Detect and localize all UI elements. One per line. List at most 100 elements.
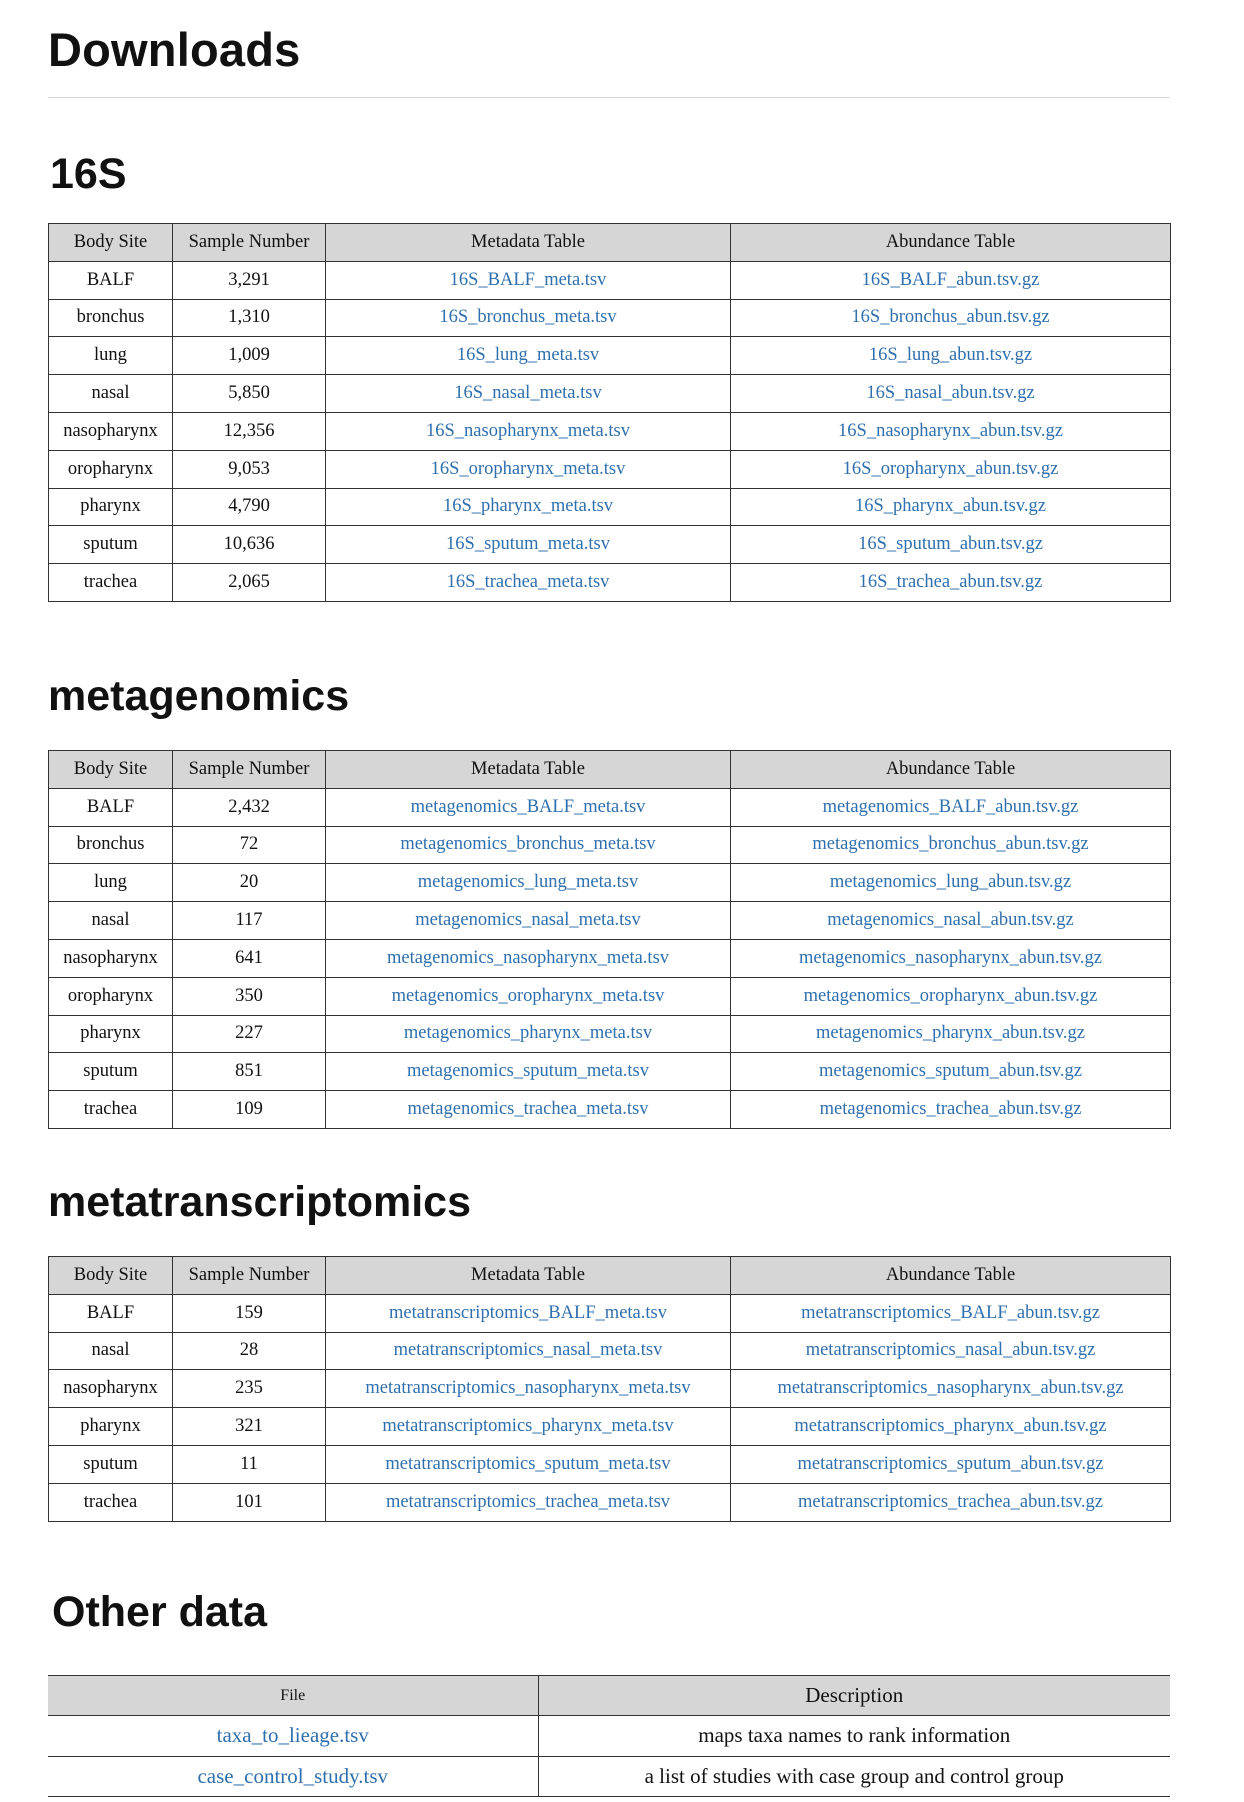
body-site-cell: nasopharynx (48, 1369, 173, 1409)
column-header-sample-number: Sample Number (172, 223, 326, 262)
metadata-download-link[interactable]: metatranscriptomics_trachea_meta.tsv (385, 1491, 671, 1512)
file-download-link[interactable]: case_control_study.tsv (197, 1763, 389, 1788)
table-header-row: Body Site Sample Number Metadata Table A… (48, 1256, 1171, 1295)
column-header-abundance-table: Abundance Table (730, 223, 1171, 262)
body-site-cell: nasal (48, 901, 173, 940)
abundance-cell: metagenomics_oropharynx_abun.tsv.gz (730, 976, 1171, 1016)
table-row: pharynx 227 metagenomics_pharynx_meta.tsv m… (48, 1014, 1171, 1054)
metadata-download-link[interactable]: 16S_bronchus_meta.tsv (439, 307, 617, 328)
abundance-download-link[interactable]: 16S_lung_abun.tsv.gz (868, 345, 1033, 366)
metadata-download-link[interactable]: metagenomics_nasopharynx_meta.tsv (386, 947, 670, 968)
table-row: lung 20 metagenomics_lung_meta.tsv metageno… (48, 863, 1171, 903)
table-row: trachea 101 metatranscriptomics_trachea_me… (48, 1482, 1171, 1522)
metadata-download-link[interactable]: metagenomics_BALF_meta.tsv (410, 796, 646, 817)
abundance-download-link[interactable]: metatranscriptomics_sputum_abun.tsv.gz (797, 1453, 1104, 1474)
abundance-download-link[interactable]: metagenomics_nasopharynx_abun.tsv.gz (799, 947, 1102, 968)
file-download-link[interactable]: taxa_to_lieage.tsv (216, 1723, 369, 1748)
metadata-download-link[interactable]: 16S_trachea_meta.tsv (446, 572, 610, 593)
metadata-download-link[interactable]: 16S_nasopharynx_meta.tsv (426, 420, 630, 441)
abundance-download-link[interactable]: metagenomics_oropharynx_abun.tsv.gz (803, 985, 1098, 1006)
metadata-download-link[interactable]: 16S_BALF_meta.tsv (449, 269, 607, 290)
abundance-download-link[interactable]: metagenomics_sputum_abun.tsv.gz (819, 1061, 1082, 1082)
abundance-cell: metatranscriptomics_BALF_abun.tsv.gz (730, 1293, 1171, 1333)
body-site-cell: trachea (48, 1090, 173, 1129)
table-row: pharynx 4,790 16S_pharynx_meta.tsv 16S_phar… (48, 487, 1171, 527)
metadata-download-link[interactable]: metatranscriptomics_nasopharynx_meta.tsv (365, 1378, 691, 1399)
metadata-cell: metagenomics_nasopharynx_meta.tsv (325, 938, 731, 978)
metadata-download-link[interactable]: metagenomics_bronchus_meta.tsv (400, 834, 656, 855)
table-row: nasal 117 metagenomics_nasal_meta.tsv metag… (48, 901, 1171, 940)
abundance-download-link[interactable]: 16S_trachea_abun.tsv.gz (858, 572, 1043, 593)
sample-number-cell: 851 (172, 1052, 326, 1092)
metadata-cell: metatranscriptomics_pharynx_meta.tsv (325, 1407, 731, 1446)
metadata-cell: metatranscriptomics_trachea_meta.tsv (325, 1482, 731, 1522)
metadata-cell: metagenomics_oropharynx_meta.tsv (325, 976, 731, 1016)
table-row: bronchus 72 metagenomics_bronchus_meta.tsv… (48, 825, 1171, 865)
metadata-download-link[interactable]: 16S_nasal_meta.tsv (454, 383, 602, 404)
metadata-download-link[interactable]: 16S_oropharynx_meta.tsv (430, 458, 626, 479)
metadata-download-link[interactable]: metagenomics_sputum_meta.tsv (407, 1061, 649, 1082)
abundance-download-link[interactable]: metatranscriptomics_nasal_abun.tsv.gz (805, 1340, 1096, 1361)
body-site-cell: nasopharynx (48, 411, 173, 451)
sample-number-cell: 20 (172, 863, 326, 903)
metadata-cell: metagenomics_pharynx_meta.tsv (325, 1014, 731, 1054)
sample-number-cell: 2,065 (172, 563, 326, 602)
abundance-download-link[interactable]: metatranscriptomics_BALF_abun.tsv.gz (801, 1302, 1100, 1323)
body-site-cell: BALF (48, 1293, 173, 1333)
abundance-download-link[interactable]: 16S_oropharynx_abun.tsv.gz (842, 458, 1059, 479)
abundance-download-link[interactable]: 16S_sputum_abun.tsv.gz (858, 534, 1043, 555)
column-header-body-site: Body Site (48, 223, 173, 262)
abundance-cell: 16S_BALF_abun.tsv.gz (730, 260, 1171, 300)
metadata-download-link[interactable]: 16S_sputum_meta.tsv (446, 534, 610, 555)
abundance-download-link[interactable]: metatranscriptomics_pharynx_abun.tsv.gz (794, 1416, 1107, 1437)
metadata-download-link[interactable]: metagenomics_oropharynx_meta.tsv (391, 985, 665, 1006)
abundance-download-link[interactable]: 16S_nasopharynx_abun.tsv.gz (838, 420, 1063, 441)
body-site-cell: nasopharynx (48, 938, 173, 978)
sample-number-cell: 3,291 (172, 260, 326, 300)
column-header-abundance-table: Abundance Table (730, 1256, 1171, 1295)
abundance-download-link[interactable]: metagenomics_pharynx_abun.tsv.gz (815, 1023, 1086, 1044)
abundance-download-link[interactable]: metagenomics_lung_abun.tsv.gz (829, 872, 1072, 893)
metadata-cell: metatranscriptomics_BALF_meta.tsv (325, 1293, 731, 1333)
file-cell: case_control_study.tsv (48, 1756, 539, 1797)
abundance-download-link[interactable]: metatranscriptomics_trachea_abun.tsv.gz (798, 1491, 1103, 1512)
metadata-download-link[interactable]: metatranscriptomics_pharynx_meta.tsv (382, 1416, 674, 1437)
metadata-download-link[interactable]: 16S_lung_meta.tsv (456, 345, 600, 366)
abundance-cell: metagenomics_pharynx_abun.tsv.gz (730, 1014, 1171, 1054)
abundance-download-link[interactable]: metagenomics_BALF_abun.tsv.gz (822, 796, 1079, 817)
abundance-cell: metagenomics_lung_abun.tsv.gz (730, 863, 1171, 903)
metadata-download-link[interactable]: metagenomics_pharynx_meta.tsv (403, 1023, 653, 1044)
body-site-cell: nasal (48, 374, 173, 413)
table-row: BALF 2,432 metagenomics_BALF_meta.tsv metag… (48, 787, 1171, 827)
metadata-download-link[interactable]: metatranscriptomics_sputum_meta.tsv (385, 1453, 671, 1474)
abundance-cell: metagenomics_trachea_abun.tsv.gz (730, 1090, 1171, 1129)
sample-number-cell: 235 (172, 1369, 326, 1409)
abundance-download-link[interactable]: 16S_pharynx_abun.tsv.gz (855, 496, 1046, 517)
metadata-download-link[interactable]: metatranscriptomics_BALF_meta.tsv (389, 1302, 667, 1323)
abundance-download-link[interactable]: 16S_BALF_abun.tsv.gz (861, 269, 1040, 290)
metadata-download-link[interactable]: metatranscriptomics_nasal_meta.tsv (393, 1340, 663, 1361)
title-divider (48, 97, 1170, 98)
column-header-sample-number: Sample Number (172, 1256, 326, 1295)
metadata-download-link[interactable]: metagenomics_nasal_meta.tsv (415, 910, 641, 931)
body-site-cell: lung (48, 863, 173, 903)
body-site-cell: pharynx (48, 1014, 173, 1054)
metadata-cell: 16S_trachea_meta.tsv (325, 563, 731, 602)
metadata-download-link[interactable]: metagenomics_trachea_meta.tsv (407, 1099, 649, 1120)
abundance-download-link[interactable]: metagenomics_bronchus_abun.tsv.gz (812, 834, 1089, 855)
abundance-cell: 16S_oropharynx_abun.tsv.gz (730, 449, 1171, 489)
abundance-download-link[interactable]: metagenomics_trachea_abun.tsv.gz (819, 1099, 1082, 1120)
column-header-body-site: Body Site (48, 1256, 173, 1295)
abundance-download-link[interactable]: metagenomics_nasal_abun.tsv.gz (827, 910, 1074, 931)
abundance-download-link[interactable]: 16S_bronchus_abun.tsv.gz (851, 307, 1050, 328)
metadata-download-link[interactable]: 16S_pharynx_meta.tsv (442, 496, 614, 517)
metadata-download-link[interactable]: metagenomics_lung_meta.tsv (417, 872, 639, 893)
table-row: BALF 159 metatranscriptomics_BALF_meta.tsv… (48, 1293, 1171, 1333)
table-row: pharynx 321 metatranscriptomics_pharynx_me… (48, 1407, 1171, 1446)
page-title: Downloads (48, 23, 301, 76)
abundance-download-link[interactable]: metatranscriptomics_nasopharynx_abun.tsv… (777, 1378, 1124, 1399)
abundance-download-link[interactable]: 16S_nasal_abun.tsv.gz (866, 383, 1035, 404)
sample-number-cell: 1,310 (172, 298, 326, 338)
body-site-cell: bronchus (48, 825, 173, 865)
metadata-cell: metagenomics_BALF_meta.tsv (325, 787, 731, 827)
